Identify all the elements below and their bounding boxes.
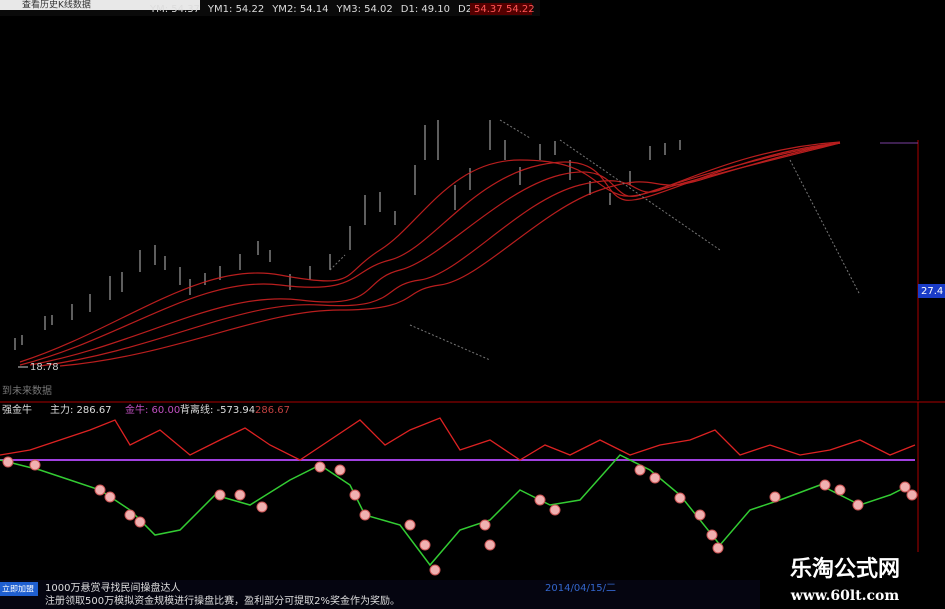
indicator-item: 主力: 286.67	[50, 403, 112, 416]
indicator-item: 286.67	[255, 405, 290, 416]
header-item: YM3: 54.02	[335, 4, 392, 15]
price-tag-box	[918, 284, 945, 298]
footer-date: 2014/04/15/二	[545, 583, 616, 594]
badge: 54.37	[474, 4, 503, 15]
watermark-title: 乐淘公式网	[790, 556, 900, 582]
badge-box	[470, 3, 532, 15]
footer-button[interactable]	[0, 582, 38, 596]
watermark-box	[760, 552, 945, 609]
header-item: YM: 54.37	[149, 4, 200, 15]
indicator-item: 金牛: 60.00	[125, 403, 180, 416]
trend-lines	[329, 119, 861, 361]
header-item: YM1: 54.22	[207, 4, 264, 15]
footer-line: 注册领取500万模拟资金规模进行操盘比赛，盈利部分可提取2%奖金作为奖励。	[45, 594, 400, 607]
header-item: YM2: 54.14	[271, 4, 328, 15]
note: 到未来数据	[2, 384, 52, 397]
price-tag: 27.4	[921, 286, 943, 297]
title-box	[0, 0, 200, 10]
header-item: D1: 49.10	[401, 4, 450, 15]
low-label: 18.78	[30, 362, 59, 373]
moving-averages	[19, 141, 841, 367]
badge: 54.22	[506, 4, 535, 15]
footer-button-label[interactable]: 立即加盟	[2, 584, 34, 594]
footer-line: 1000万悬赏寻找民间操盘达人	[45, 581, 180, 594]
candles	[14, 120, 681, 350]
indicator-item: 背离线: -573.94	[180, 403, 255, 416]
indicator-name: 强金牛	[2, 403, 32, 416]
watermark-url: www.60lt.com	[790, 588, 900, 604]
signal-dots	[2, 456, 918, 576]
window-title: 查看历史K线数据	[22, 0, 91, 11]
main-force-line	[0, 417, 916, 461]
bull-line	[0, 454, 911, 567]
